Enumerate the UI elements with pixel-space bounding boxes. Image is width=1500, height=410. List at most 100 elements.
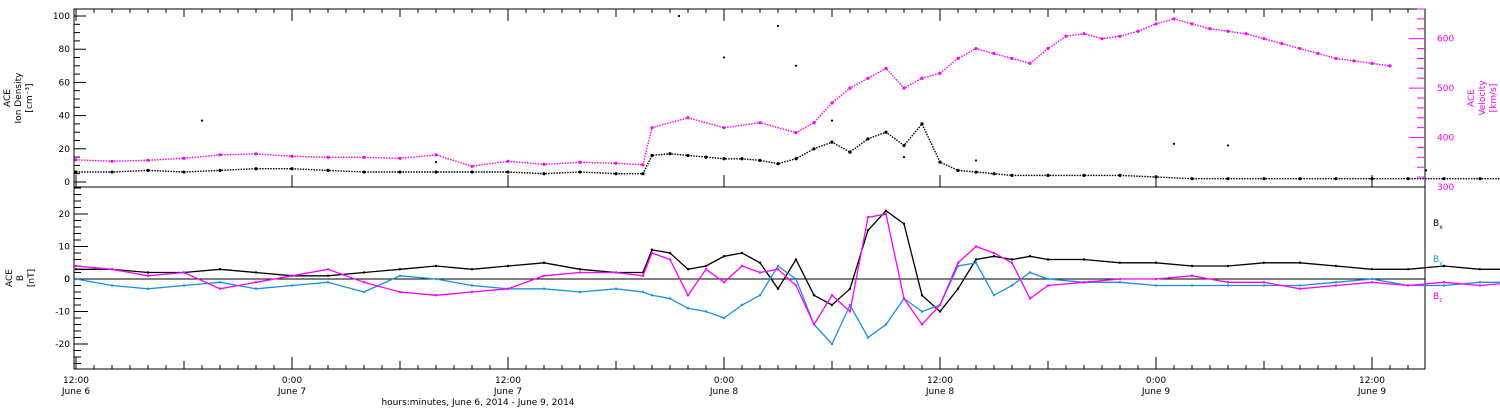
field-y-point [326, 281, 330, 284]
density-spike-point [830, 119, 834, 122]
legend-label-x: Bx [1433, 219, 1443, 231]
field-z-point [470, 290, 474, 294]
field-y-point [470, 284, 474, 287]
field-x-point [1082, 258, 1086, 261]
field-y-point [722, 316, 726, 320]
legend-label-z: Bz [1433, 292, 1442, 304]
field-y-point [1226, 284, 1230, 287]
field-tick-label: 0 [64, 275, 70, 285]
field-x-point [146, 271, 150, 274]
field-y-point [641, 290, 645, 294]
velocity-tick-label: 400 [1437, 134, 1454, 144]
field-y-point [542, 287, 546, 290]
field-x-point [1334, 264, 1338, 268]
field-z-point [1298, 287, 1302, 290]
density-trace [76, 122, 1500, 180]
density-spike-point [677, 14, 681, 18]
field-y-point [398, 274, 402, 277]
field-x-point [1478, 268, 1482, 271]
field-x-point [650, 248, 654, 251]
velocity-point [146, 158, 150, 162]
field-x-point [1298, 261, 1302, 264]
field-z-point [641, 274, 645, 277]
field-x-point [506, 264, 510, 268]
field-x-point [470, 268, 474, 271]
field-x-point [758, 261, 762, 264]
field-z-point [794, 284, 798, 287]
field-z-point [182, 271, 186, 274]
field-z-point [1478, 284, 1482, 287]
plasma-panel-frame [73, 8, 1426, 188]
density-spike-point [902, 156, 906, 159]
field-y-point [1046, 277, 1050, 281]
field-y-point [974, 261, 978, 264]
velocity-point [506, 159, 510, 163]
field-tick-label: -10 [55, 308, 70, 318]
field-z-point [1154, 277, 1158, 281]
field-y-point [704, 310, 708, 313]
density-spike-point [200, 119, 204, 122]
field-y-point [884, 323, 888, 326]
density-point [1406, 177, 1410, 181]
field-z-point [1190, 274, 1194, 277]
field-x-point [902, 222, 906, 225]
field-x-point [704, 264, 708, 268]
field-z-point [722, 281, 726, 284]
field-x-point [1262, 261, 1266, 264]
time-tick-label: 12:00 [495, 376, 521, 386]
density-tick-label: 0 [64, 178, 70, 188]
density-spike-point [434, 160, 438, 164]
density-axis-title-line2: Ion Density [14, 72, 24, 124]
legend-subscript-z: z [1439, 297, 1442, 304]
field-x-point [776, 287, 780, 290]
date-tick-label: June 6 [61, 387, 90, 397]
field-x-point [1370, 268, 1374, 271]
field-z-point [1262, 281, 1266, 284]
velocity-point [254, 152, 258, 156]
date-tick-label: June 7 [277, 387, 306, 397]
density-spike-point [776, 24, 780, 28]
field-z-point [650, 251, 654, 255]
field-y-point [434, 277, 438, 281]
field-x-point [686, 268, 690, 271]
field-y-line [75, 262, 1500, 346]
field-z-point [1406, 284, 1410, 287]
velocity-axis: 300 400 500 600 [1409, 8, 1454, 193]
field-z-point [1010, 261, 1014, 264]
velocity-point [578, 160, 582, 164]
field-y-point [614, 287, 618, 290]
field-x-point [1118, 261, 1122, 264]
field-y-point [1010, 284, 1014, 287]
date-tick-label: June 9 [1141, 387, 1170, 397]
density-tick-label: 100 [53, 12, 70, 22]
field-z-point [1334, 284, 1338, 287]
field-z-point [1082, 281, 1086, 284]
field-z-point [884, 212, 888, 216]
velocity-axis-title-line1: ACE [1467, 89, 1477, 107]
field-y-point [110, 284, 114, 287]
field-y-point [830, 342, 834, 346]
field-z-point [1226, 281, 1230, 284]
time-tick-label: 12:00 [63, 376, 89, 386]
density-spike-point [1424, 169, 1428, 172]
field-z-point [1046, 284, 1050, 287]
field-axis-title-line1: ACE [5, 269, 15, 287]
density-spike-point [722, 56, 726, 59]
field-y-point [668, 297, 672, 300]
field-z-point [740, 264, 744, 268]
density-tick-label: 80 [59, 45, 71, 55]
field-x-point [938, 310, 942, 313]
field-y-point [992, 294, 996, 297]
field-y-point [1262, 284, 1266, 287]
field-y-point [578, 290, 582, 294]
field-z-point [1118, 277, 1122, 281]
field-z-point [1028, 297, 1032, 300]
field-x-point [668, 251, 672, 255]
density-tick-label: 60 [59, 78, 71, 88]
date-tick-label: June 8 [925, 387, 954, 397]
field-y-point [794, 277, 798, 281]
date-tick-label: June 9 [1357, 387, 1386, 397]
